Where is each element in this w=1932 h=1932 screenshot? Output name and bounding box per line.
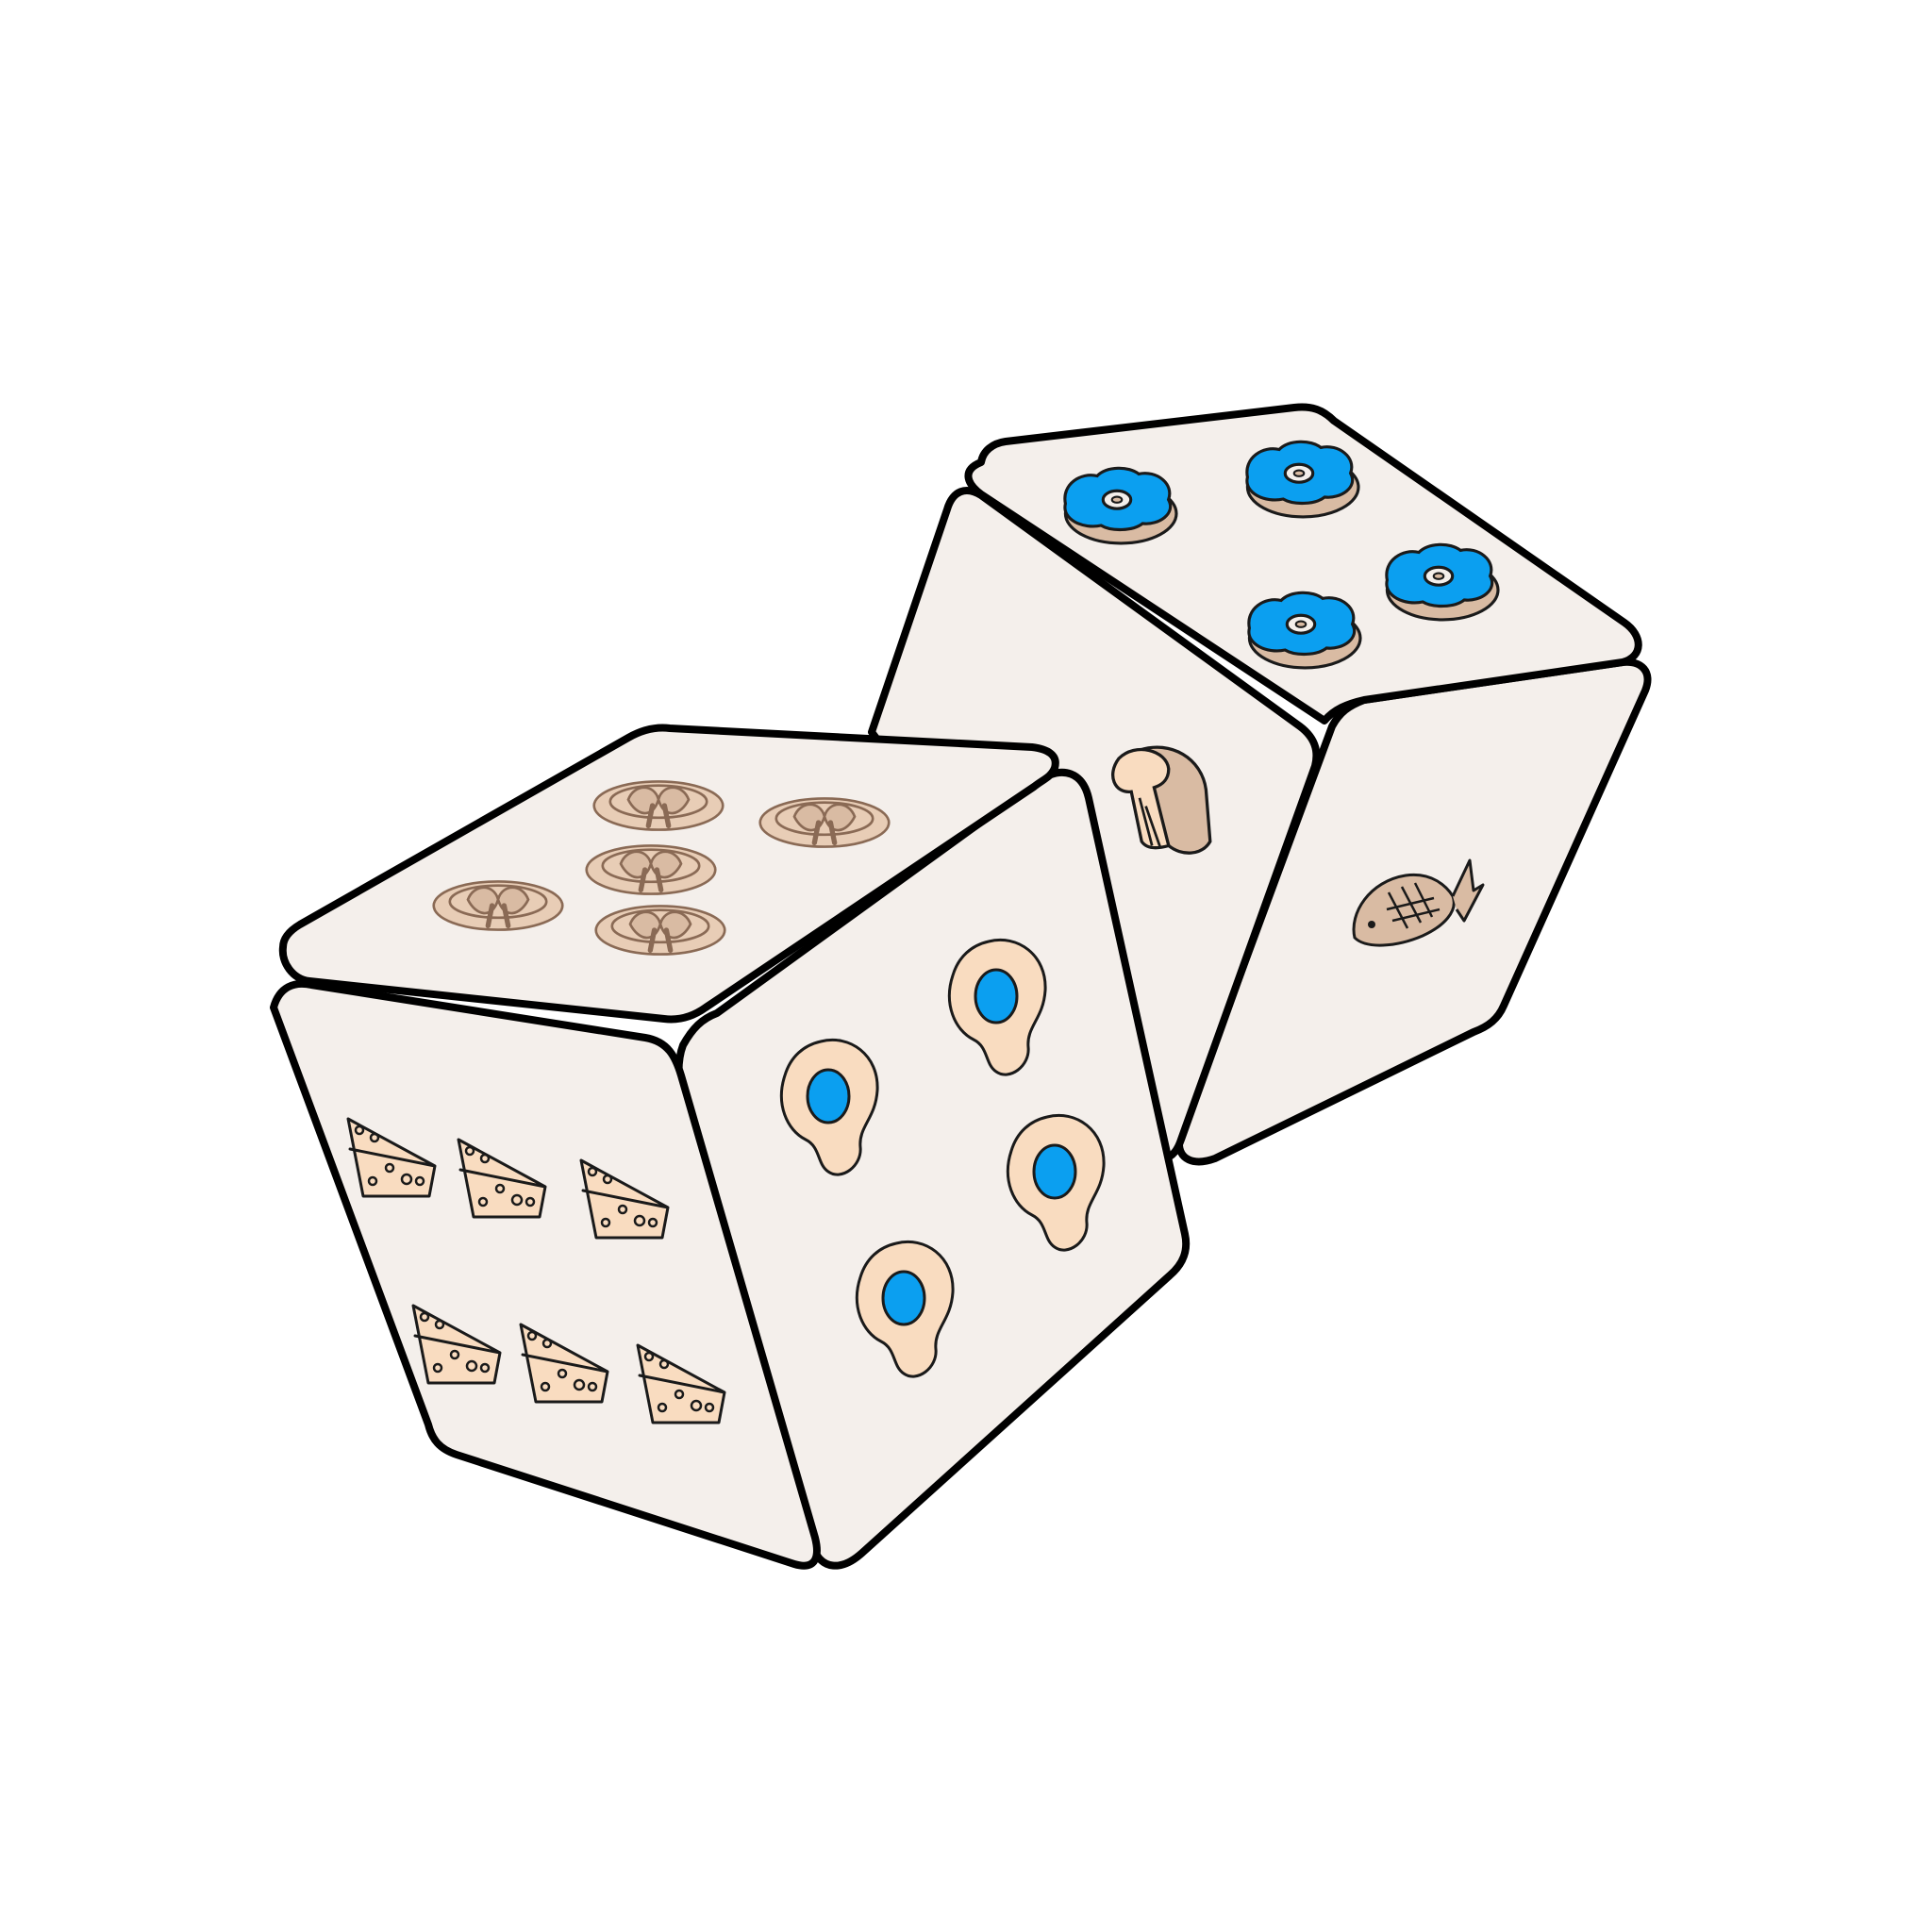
- pretzel-icon: [596, 906, 725, 954]
- pretzel-icon: [760, 798, 890, 846]
- pretzel-icon: [594, 781, 724, 829]
- donut-icon: [1247, 591, 1362, 670]
- donut-icon: [1245, 440, 1360, 519]
- donut-icon: [1385, 542, 1500, 622]
- pretzel-icon: [434, 881, 563, 929]
- front-die: [270, 724, 1191, 1570]
- pretzel-icon: [587, 845, 716, 893]
- donut-icon: [1063, 466, 1178, 545]
